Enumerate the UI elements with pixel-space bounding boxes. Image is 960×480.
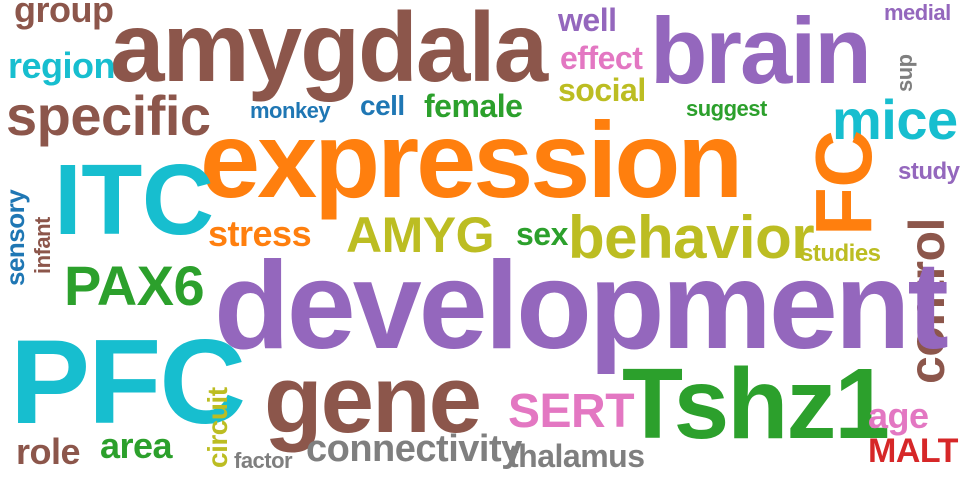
word-development: development <box>214 237 949 375</box>
word-age: age <box>868 395 929 436</box>
word-effect: effect <box>560 40 643 76</box>
word-gene: gene <box>264 346 482 453</box>
word-sex: sex <box>516 216 568 252</box>
word-PFC: PFC <box>10 315 246 449</box>
word-thalamus: thalamus <box>508 438 645 474</box>
word-circuit: circuit <box>202 387 233 468</box>
word-social: social <box>558 72 646 108</box>
word-amygdala: amygdala <box>110 0 548 102</box>
word-factor: factor <box>234 448 293 473</box>
word-specific: specific <box>6 84 211 147</box>
word-mice: mice <box>832 88 958 151</box>
word-group: group <box>14 0 114 30</box>
word-medial: medial <box>884 0 951 25</box>
word-well: well <box>558 2 617 38</box>
word-suggest: suggest <box>686 96 767 121</box>
word-FC: FC <box>799 130 888 236</box>
word-Tshz1: Tshz1 <box>622 348 890 460</box>
word-infant: infant <box>30 217 55 274</box>
word-cell: cell <box>360 90 405 121</box>
word-SERT: SERT <box>508 385 635 438</box>
word-monkey: monkey <box>250 98 331 123</box>
word-ITC: ITC <box>54 144 214 256</box>
word-studies: studies <box>800 240 881 267</box>
word-expression: expression <box>200 99 743 220</box>
word-PAX6: PAX6 <box>64 254 205 317</box>
word-brain: brain <box>650 0 872 103</box>
word-role: role <box>16 431 81 472</box>
word-region: region <box>8 45 116 86</box>
word-sensory: sensory <box>0 189 30 286</box>
word-female: female <box>424 88 523 124</box>
word-connectivity: connectivity <box>306 428 522 470</box>
word-AMYG: AMYG <box>346 207 495 263</box>
word-stress: stress <box>208 213 312 254</box>
word-study: study <box>898 158 960 185</box>
word-area: area <box>100 425 173 466</box>
word-behavior: behavior <box>568 204 815 271</box>
word-sup: sup <box>892 54 917 92</box>
word-MALT: MALT <box>868 432 958 470</box>
